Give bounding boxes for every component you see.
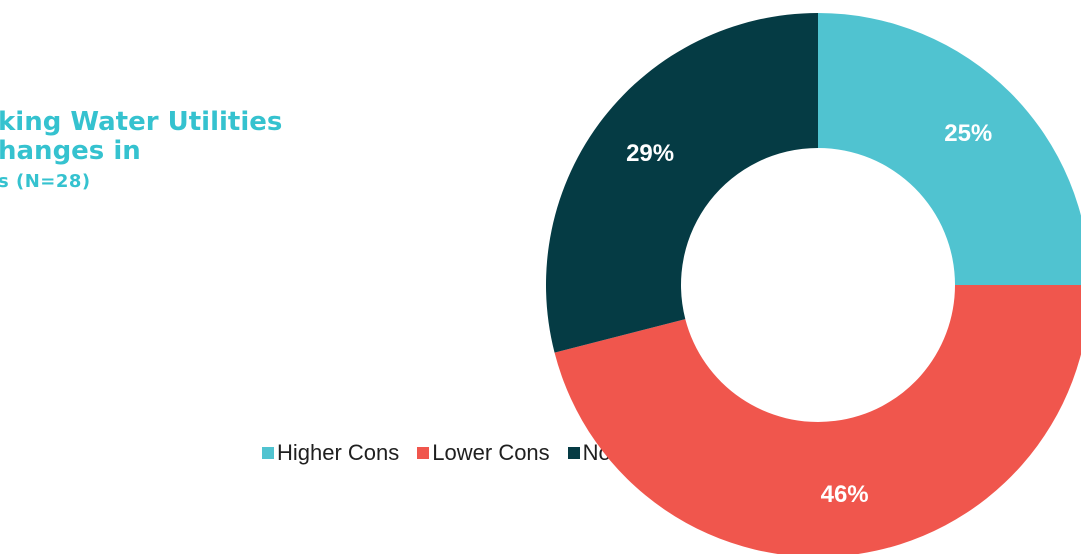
legend-swatch-no-change [567,447,580,459]
legend-swatch-lower-cons [417,447,430,459]
legend-item-higher-cons: Higher Cons [262,440,399,466]
slice-label-lower-cons: 46% [821,481,869,508]
legend-label-lower-cons: Lower Cons [432,440,550,465]
chart-title-line-2: hanges in [0,136,141,167]
slice-label-no-change: 29% [626,140,674,167]
chart-subtitle: s (N=28) [0,171,91,193]
chart-title: king Water Utilities hanges in s (N=28) [0,107,358,193]
donut-slice-higher-cons [818,13,1081,285]
donut-slice-lower-cons [554,285,1081,554]
donut-chart: 25% 46% 29% [546,13,1081,554]
chart-title-line-1: king Water Utilities [0,107,283,137]
legend-label-higher-cons: Higher Cons [277,440,400,465]
legend-item-lower-cons: Lower Cons [417,440,550,466]
legend-swatch-higher-cons [262,447,274,459]
slice-label-higher-cons: 25% [944,120,992,147]
donut-slice-no-change [546,13,818,353]
